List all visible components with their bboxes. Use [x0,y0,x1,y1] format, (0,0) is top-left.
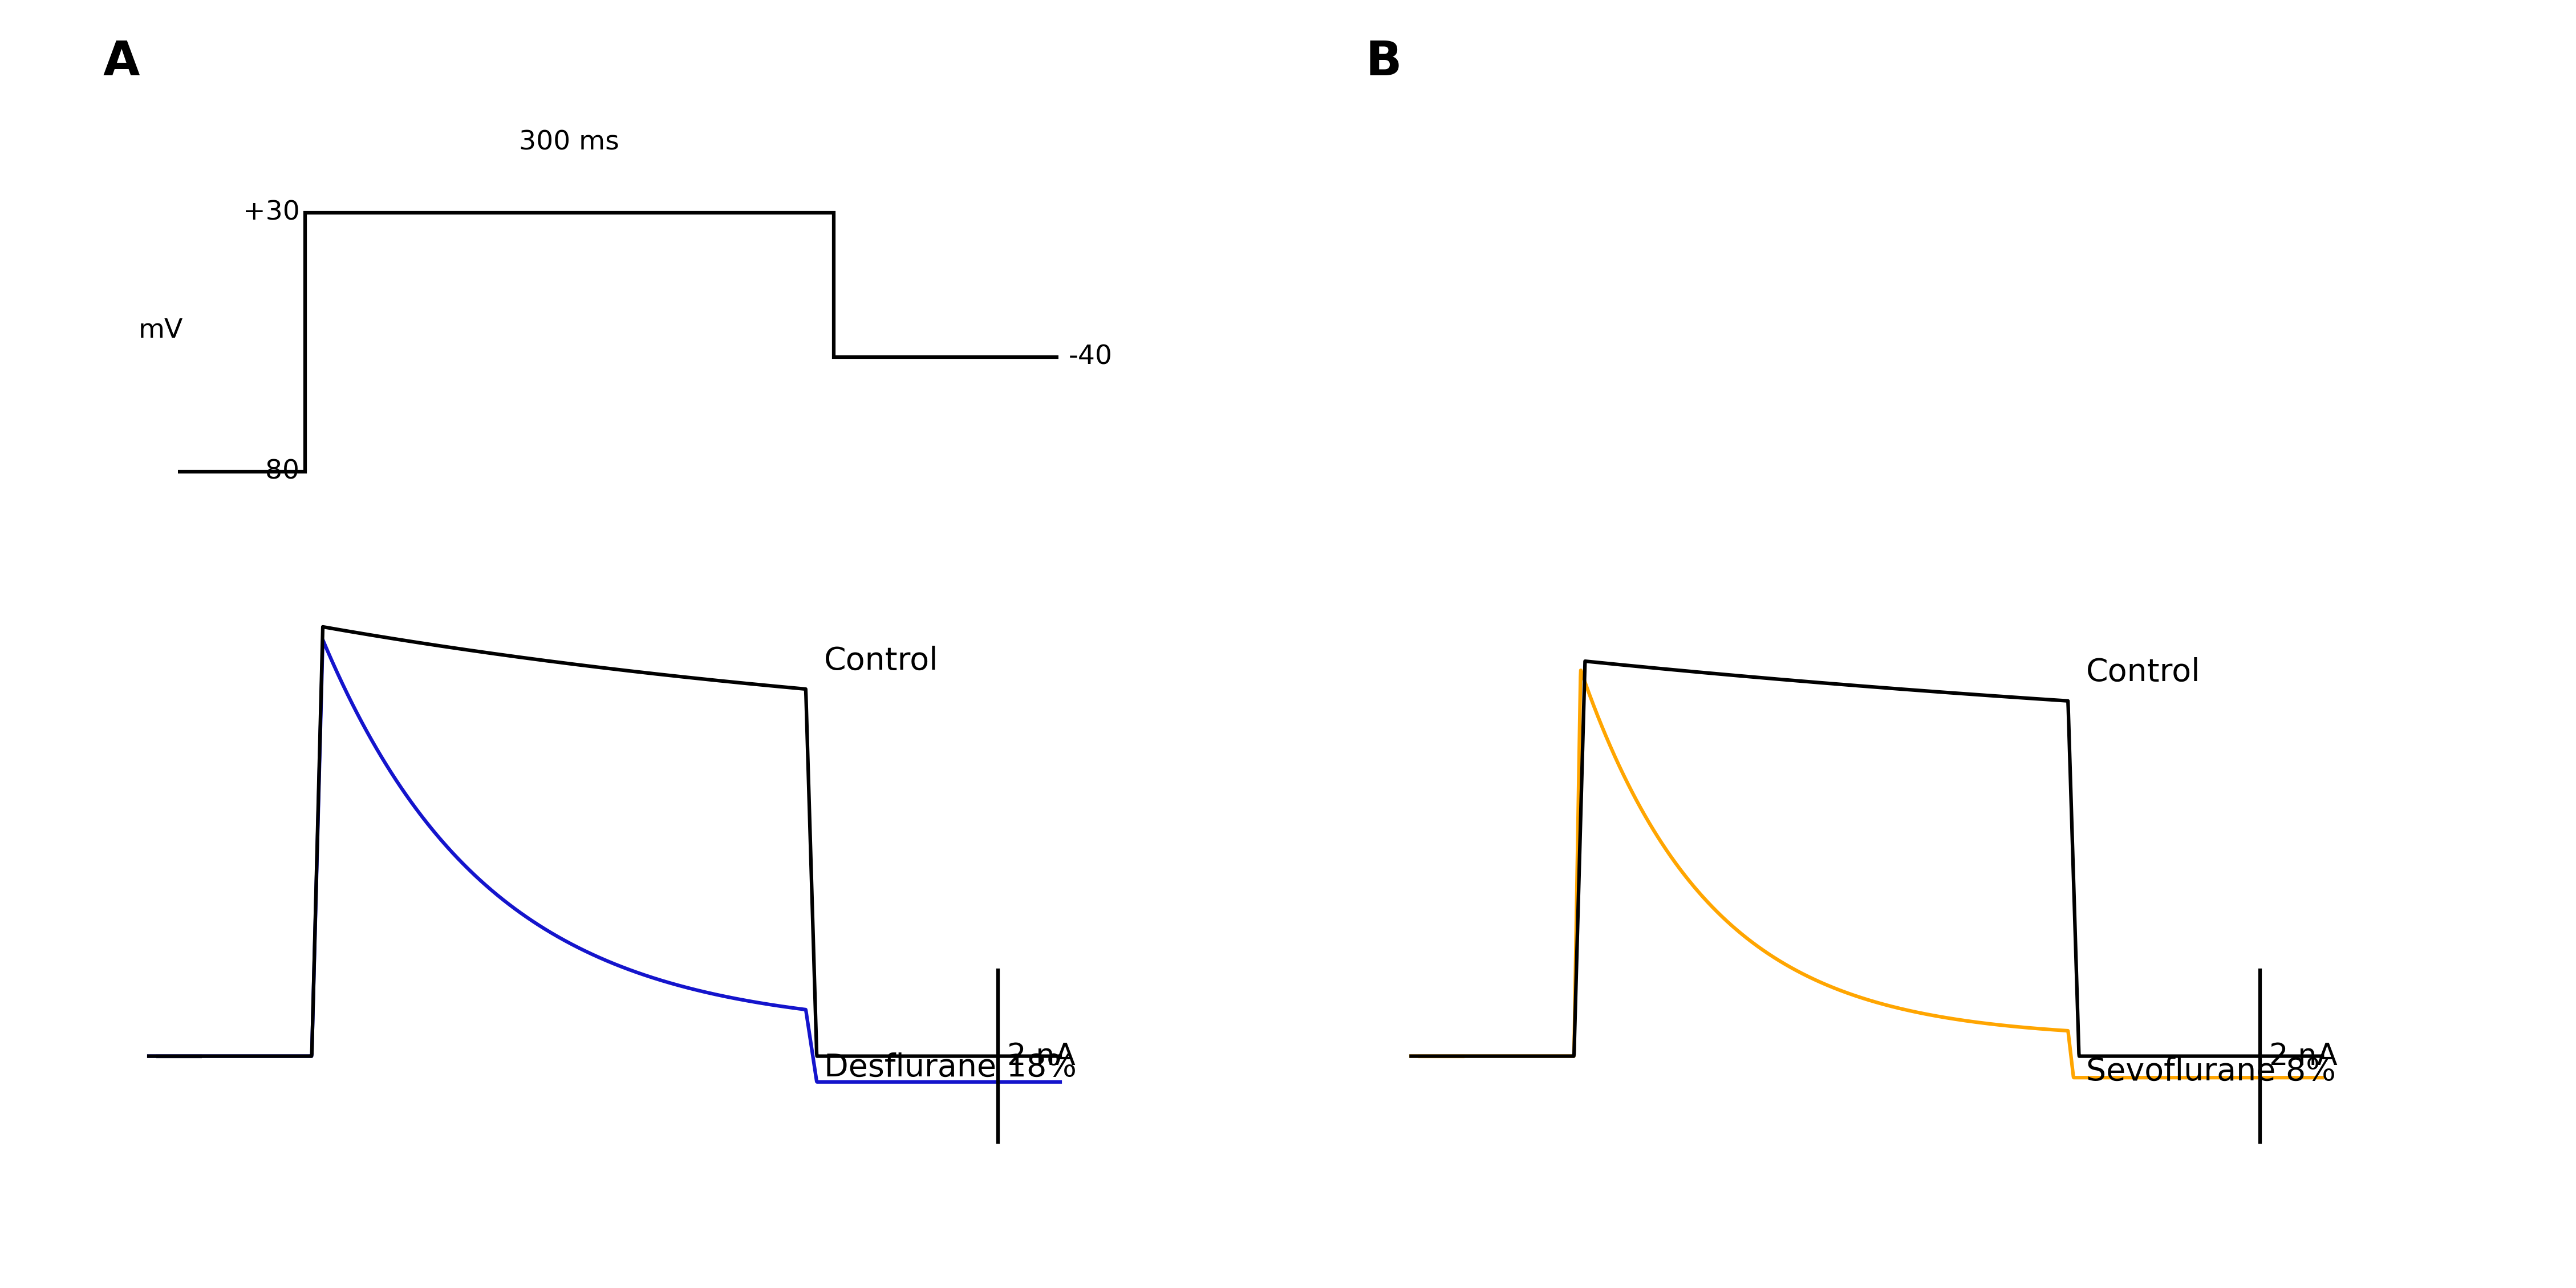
Text: A: A [103,39,139,85]
Text: 2 nA: 2 nA [1007,1041,1074,1072]
Text: Control: Control [2087,657,2200,688]
Text: -80: -80 [255,459,299,484]
Text: B: B [1365,39,1401,85]
Text: Desflurane 18%: Desflurane 18% [824,1052,1077,1083]
Text: -40: -40 [1069,344,1113,370]
Text: Sevoflurane 8%: Sevoflurane 8% [2087,1056,2336,1087]
Text: Control: Control [824,645,938,676]
Text: 300 ms: 300 ms [520,130,618,156]
Text: mV: mV [139,318,183,343]
Text: +30: +30 [242,200,299,225]
Text: 2 nA: 2 nA [2269,1041,2336,1072]
